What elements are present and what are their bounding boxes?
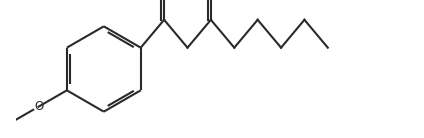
- Text: O: O: [34, 100, 43, 113]
